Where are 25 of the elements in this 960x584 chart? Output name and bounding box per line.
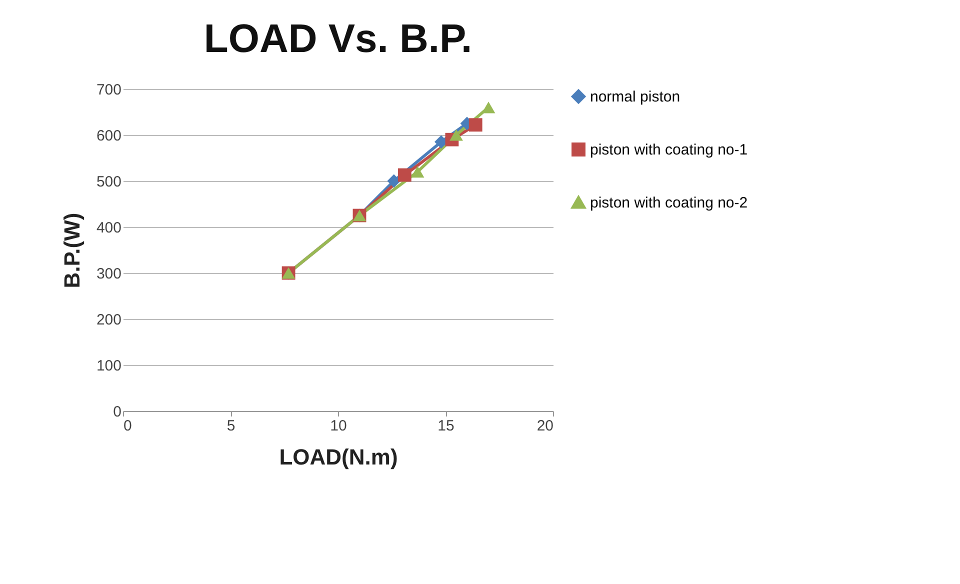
y-tick-label: 600 [96,128,122,144]
legend-label: normal piston [590,88,680,106]
legend-label: piston with coating no-1 [590,142,748,158]
point [398,168,412,182]
legend-label: piston with coating no-2 [590,194,748,212]
y-tick-label: 700 [96,82,122,98]
point [482,102,496,114]
x-axis-title: LOAD(N.m) [279,444,398,470]
point [468,118,482,132]
point [450,129,463,141]
y-tick-label: 300 [96,266,122,282]
point [387,174,401,188]
y-tick-label: 400 [96,220,122,236]
x-tick-label: 0 [124,418,132,434]
x-tick-label: 15 [438,418,454,434]
x-tick-label: 5 [226,418,236,434]
chart-title: LOAD Vs. B.P. [204,17,472,61]
y-tick-label: 0 [113,404,122,420]
y-tick-label: 500 [96,174,122,190]
y-axis-title: B.P.(W) [59,212,84,288]
point [410,166,424,178]
y-tick-label: 100 [96,358,122,374]
x-tick-label: 10 [330,418,347,434]
x-tick-label: 20 [536,418,554,434]
y-tick-label: 200 [96,312,122,328]
